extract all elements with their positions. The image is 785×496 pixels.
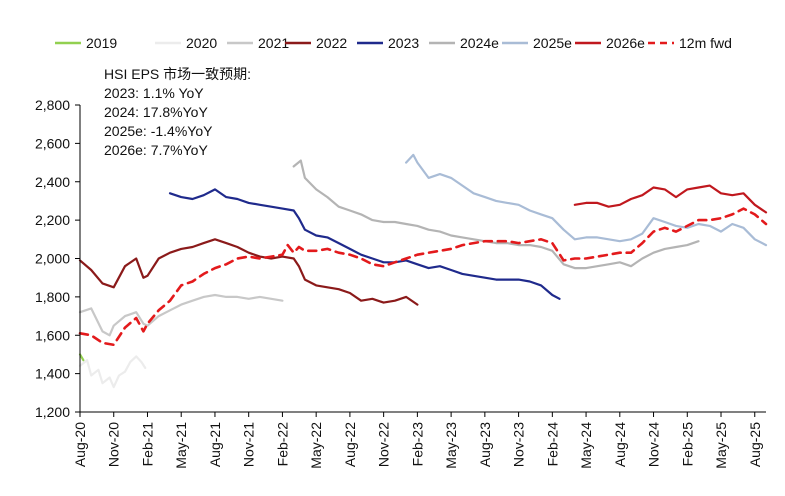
x-tick-label: Nov-22 (376, 422, 392, 467)
x-tick-label: Aug-21 (207, 422, 223, 467)
y-tick-label: 2,600 (35, 135, 70, 151)
x-tick-label: Feb-21 (139, 422, 155, 467)
x-tick-label: Nov-20 (106, 422, 122, 467)
x-tick-label: Aug-24 (612, 422, 628, 467)
legend-item-12m-fwd: 12m fwd (648, 35, 732, 51)
legend-item-2024e: 2024e (429, 35, 499, 51)
y-tick-label: 1,200 (35, 404, 70, 420)
legend-item-2019: 2019 (55, 35, 117, 51)
x-tick-label: Aug-20 (72, 422, 88, 467)
y-tick-label: 2,200 (35, 212, 70, 228)
x-tick-label: Nov-24 (646, 422, 662, 467)
legend-item-2020: 2020 (155, 35, 217, 51)
annotation-heading: HSI EPS 市场一致预期: (104, 66, 251, 82)
annotation-line: 2023: 1.1% YoY (104, 85, 204, 101)
legend-label: 12m fwd (679, 35, 732, 51)
legend-label: 2020 (186, 35, 217, 51)
series-line-2021 (78, 293, 284, 337)
legend-item-2023: 2023 (357, 35, 419, 51)
x-tick-label: Nov-23 (511, 422, 527, 467)
legend-item-2021: 2021 (227, 35, 289, 51)
series-line-2019 (78, 353, 85, 362)
annotation-line: 2025e: -1.4%YoY (104, 123, 213, 139)
y-tick-label: 1,800 (35, 289, 70, 305)
x-tick-label: Aug-22 (342, 422, 358, 467)
legend-label: 2025e (533, 35, 572, 51)
x-tick-label: Feb-22 (274, 422, 290, 467)
y-tick-label: 2,400 (35, 174, 70, 190)
series-line-2020 (78, 355, 147, 389)
x-tick-label: May-24 (578, 422, 594, 469)
axes-group: 1,200 1,400 1,600 1,800 2,000 2,200 2,400 2,600… (35, 97, 766, 469)
legend-item-2022: 2022 (285, 35, 347, 51)
y-tick-label: 2,000 (35, 251, 70, 267)
x-tick-label: Nov-21 (241, 422, 257, 467)
y-tick-label: 2,800 (35, 97, 70, 113)
annotation-line: 2026e: 7.7%YoY (104, 142, 208, 158)
legend-label: 2022 (316, 35, 347, 51)
x-tick-label: Aug-25 (747, 422, 763, 467)
legend: 2019 2020 2021 2022 2023 2024e 2025e 2026e 12m f… (55, 35, 732, 51)
x-tick-label: Aug-23 (477, 422, 493, 467)
x-tick-label: Feb-24 (544, 422, 560, 467)
series-group (78, 153, 768, 389)
legend-label: 2026e (606, 35, 645, 51)
series-line-2022 (78, 238, 419, 306)
series-line-2025e (405, 153, 768, 247)
series-line-12m-fwd (78, 207, 768, 347)
y-tick-label: 1,600 (35, 327, 70, 343)
x-tick-label: May-22 (308, 422, 324, 469)
series-line-2026e (573, 184, 768, 214)
x-tick-label: Feb-25 (679, 422, 695, 467)
annotation-line: 2024: 17.8%YoY (104, 104, 208, 120)
legend-label: 2023 (388, 35, 419, 51)
x-tick-label: May-21 (173, 422, 189, 469)
x-tick-label: May-23 (443, 422, 459, 469)
annotation-box: HSI EPS 市场一致预期: 2023: 1.1% YoY 2024: 17.8%… (104, 66, 251, 158)
legend-item-2026e: 2026e (575, 35, 645, 51)
series-line-2023 (168, 188, 561, 300)
x-tick-label: May-25 (713, 422, 729, 469)
y-tick-label: 1,400 (35, 366, 70, 382)
legend-label: 2024e (460, 35, 499, 51)
legend-label: 2019 (86, 35, 117, 51)
x-tick-label: Feb-23 (409, 422, 425, 467)
legend-item-2025e: 2025e (502, 35, 572, 51)
legend-label: 2021 (258, 35, 289, 51)
